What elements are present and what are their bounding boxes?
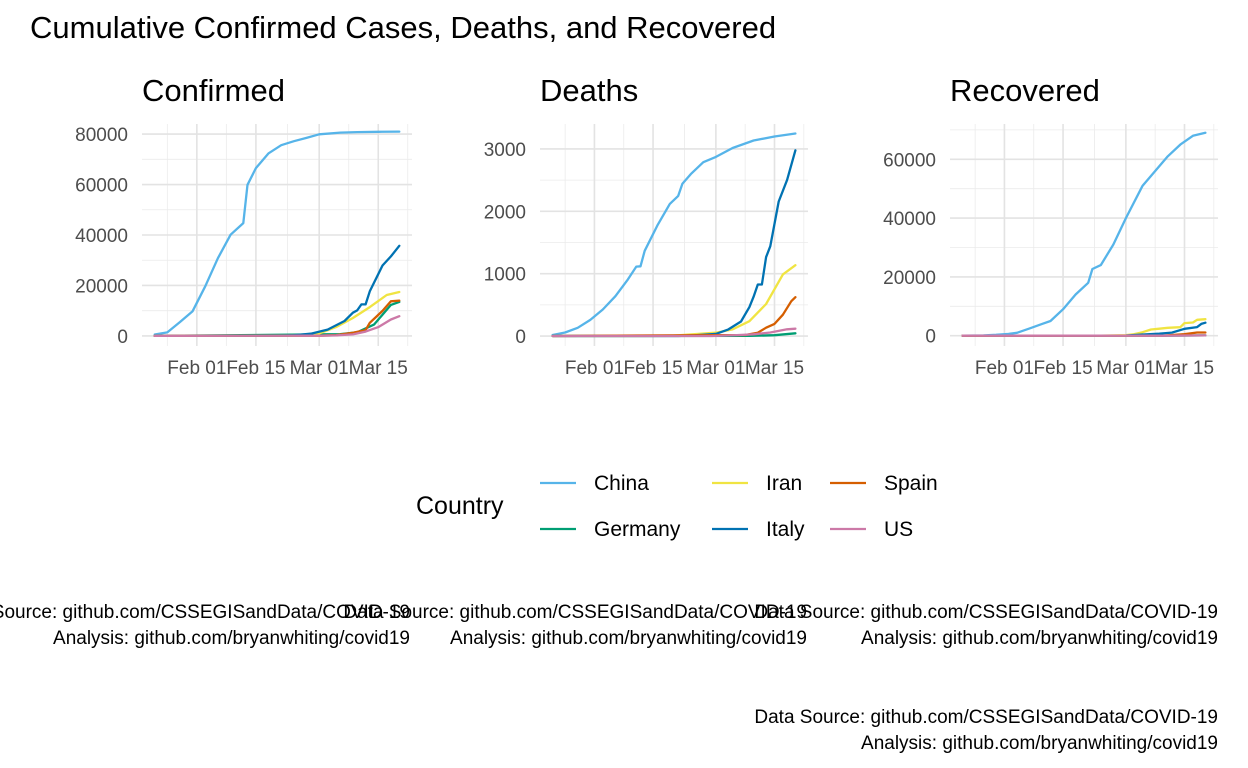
- series-line-china: [961, 131, 1207, 337]
- series-line-italy: [551, 149, 797, 338]
- y-tick-label: 60000: [75, 176, 128, 197]
- y-tick-label: 0: [117, 327, 128, 348]
- caption-panel-recovered: Data Source: github.com/CSSEGISandData/C…: [754, 600, 1218, 652]
- y-tick-label: 2000: [484, 202, 526, 223]
- legend-label: Spain: [884, 472, 938, 495]
- series-line-iran: [551, 264, 797, 338]
- caption-panel-deaths: Data Source: github.com/CSSEGISandData/C…: [343, 600, 807, 652]
- y-tick-label: 40000: [883, 209, 936, 230]
- y-tick-label: 0: [515, 327, 526, 348]
- panel-title: Confirmed: [142, 73, 285, 108]
- legend-item-iran: Iran: [712, 472, 802, 495]
- x-tick-label: Mar 15: [1155, 358, 1214, 379]
- y-tick-label: 1000: [484, 265, 526, 286]
- series-line-spain: [153, 299, 401, 338]
- panel-deaths: 0 1000 2000 3000 Feb 01 Feb 15 Mar 01 Mar 15 Dea…: [484, 73, 808, 379]
- x-tick-label: Mar 01: [686, 358, 745, 379]
- x-tick-label: Feb 01: [167, 358, 226, 379]
- y-tick-label: 20000: [883, 268, 936, 289]
- x-tick-label: Feb 15: [1033, 358, 1092, 379]
- caption-data-source: Data Source: github.com/CSSEGISandData/C…: [0, 602, 410, 623]
- legend-item-italy: Italy: [712, 518, 805, 541]
- legend-label: Italy: [766, 518, 805, 541]
- caption-data-source: Data Source: github.com/CSSEGISandData/C…: [343, 602, 807, 623]
- legend-item-spain: Spain: [830, 472, 938, 495]
- legend-label: China: [594, 472, 649, 495]
- caption-data-source: Data Source: github.com/CSSEGISandData/C…: [754, 602, 1218, 623]
- series-line-spain: [551, 296, 797, 338]
- caption-analysis: Analysis: github.com/bryanwhiting/covid1…: [861, 733, 1218, 754]
- panel-recovered: 0 20000 40000 60000 Feb 01 Feb 15 Mar 01 Mar 15…: [883, 73, 1218, 379]
- panel-title: Deaths: [540, 73, 638, 108]
- series-line-italy: [153, 244, 401, 338]
- panel-title: Recovered: [950, 73, 1100, 108]
- x-tick-label: Mar 15: [745, 358, 804, 379]
- panel-confirmed: 0 20000 40000 60000 80000 Feb 01 Feb 15 Mar 01 M…: [75, 73, 412, 379]
- series-line-us: [551, 327, 797, 338]
- y-tick-label: 80000: [75, 125, 128, 146]
- legend-label: Germany: [594, 518, 681, 541]
- legend-title: Country: [416, 492, 504, 520]
- y-tick-label: 60000: [883, 150, 936, 171]
- x-tick-label: Mar 15: [349, 358, 408, 379]
- legend-item-china: China: [540, 472, 649, 495]
- caption-figure: Data Source: github.com/CSSEGISandData/C…: [754, 705, 1218, 757]
- caption-analysis: Analysis: github.com/bryanwhiting/covid1…: [861, 628, 1218, 649]
- y-tick-label: 3000: [484, 140, 526, 161]
- series-line-china: [551, 132, 797, 337]
- legend: Country China Iran Spain Germany Italy US: [416, 472, 938, 541]
- caption-analysis: Analysis: github.com/bryanwhiting/covid1…: [53, 628, 410, 649]
- x-tick-label: Feb 15: [623, 358, 682, 379]
- x-tick-label: Feb 15: [226, 358, 285, 379]
- series-line-us: [153, 315, 401, 338]
- y-tick-label: 20000: [75, 276, 128, 297]
- y-tick-label: 0: [925, 327, 936, 348]
- caption-data-source: Data Source: github.com/CSSEGISandData/C…: [754, 707, 1218, 728]
- y-tick-label: 40000: [75, 226, 128, 247]
- legend-label: US: [884, 518, 913, 541]
- caption-panel-confirmed: Data Source: github.com/CSSEGISandData/C…: [0, 600, 410, 652]
- legend-item-germany: Germany: [540, 518, 681, 541]
- figure-title: Cumulative Confirmed Cases, Deaths, and …: [30, 10, 776, 45]
- x-tick-label: Mar 01: [290, 358, 349, 379]
- series-line-china: [153, 130, 401, 336]
- legend-label: Iran: [766, 472, 802, 495]
- x-tick-label: Feb 01: [975, 358, 1034, 379]
- x-tick-label: Feb 01: [565, 358, 624, 379]
- caption-analysis: Analysis: github.com/bryanwhiting/covid1…: [450, 628, 807, 649]
- x-tick-label: Mar 01: [1096, 358, 1155, 379]
- legend-item-us: US: [830, 518, 913, 541]
